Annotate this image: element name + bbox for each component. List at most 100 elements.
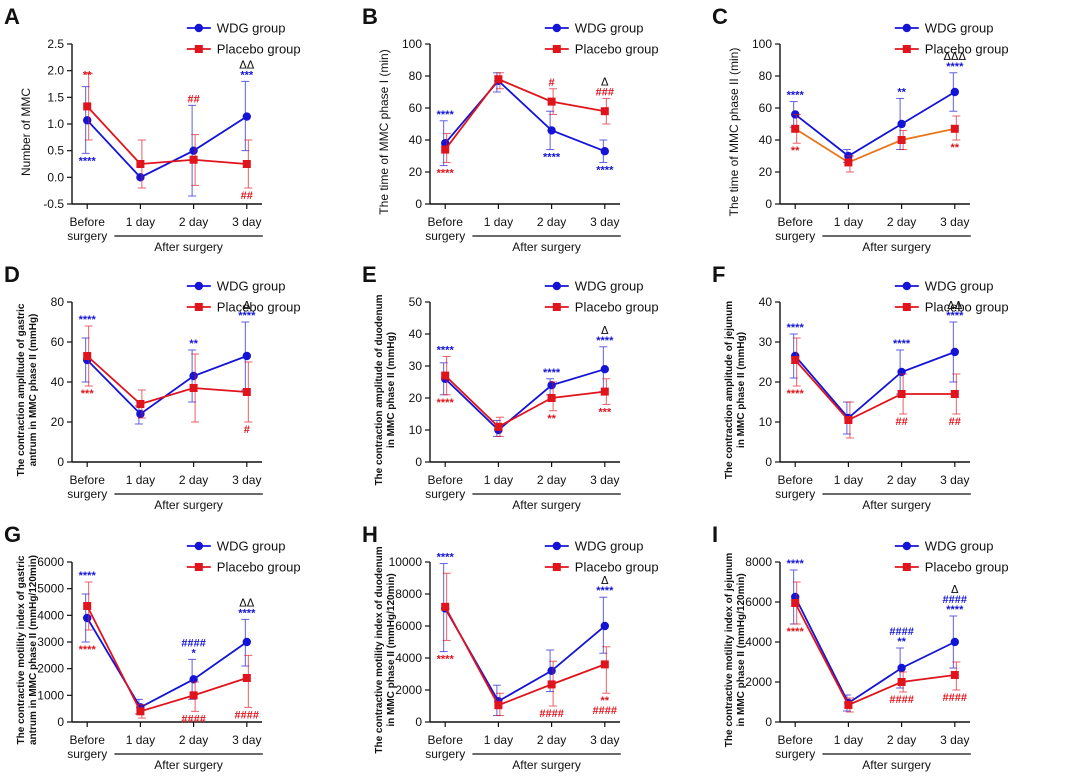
group-label: After surgery [862, 498, 931, 512]
data-point-placebo [844, 158, 853, 167]
y-tick-label: 2.5 [47, 37, 64, 51]
data-point-placebo [547, 97, 556, 106]
significance-label: **** [596, 164, 614, 176]
y-tick-label: 0 [57, 715, 64, 729]
data-point-placebo [441, 145, 450, 154]
legend-marker-circle [902, 541, 911, 551]
data-point-placebo [441, 602, 450, 611]
significance-label: Δ [951, 583, 959, 596]
significance-label: **** [596, 335, 614, 347]
significance-label: ** [189, 338, 198, 350]
significance-label: * [191, 647, 196, 659]
significance-label: **** [79, 644, 97, 656]
series-line [86, 617, 248, 709]
legend-label: WDG group [217, 279, 286, 294]
significance-label: #### [889, 626, 913, 638]
x-tick-label: 1 day [126, 473, 155, 487]
group-label: After surgery [154, 240, 223, 254]
significance-label: **** [543, 152, 561, 164]
series-placebo [441, 355, 611, 437]
significance-label: **** [437, 344, 455, 356]
y-tick-label: 0 [415, 715, 422, 729]
series-line [794, 596, 956, 705]
legend-marker-circle [902, 23, 911, 33]
y-tick-label: 1.5 [47, 90, 64, 104]
significance-label: #### [943, 692, 967, 704]
legend: WDG group Placebo group [186, 279, 301, 315]
x-tick-label: Before surgery [425, 473, 465, 501]
data-point-placebo [136, 707, 145, 716]
legend-marker-circle [902, 281, 911, 291]
data-point-wdg [547, 126, 556, 135]
legend: WDG group Placebo group [544, 279, 659, 315]
data-point-placebo [791, 124, 800, 133]
x-tick-label: 2 day [887, 215, 916, 229]
data-point-wdg [189, 371, 198, 381]
x-tick-label: Before surgery [775, 215, 815, 243]
y-axis-label-line: The contractive motility index of gastri… [16, 555, 27, 744]
significance-label: ΔΔ [947, 299, 963, 312]
x-tick-label-line: 1 day [126, 473, 155, 487]
x-tick-label-line: 2 day [537, 215, 566, 229]
data-point-placebo [242, 388, 251, 396]
data-point-placebo [950, 671, 959, 679]
significance-label: **** [596, 585, 614, 597]
data-point-placebo [897, 390, 906, 398]
x-tick-label-line: surgery [425, 229, 465, 243]
significance-label: Δ [601, 324, 609, 337]
x-tick-label-line: surgery [67, 747, 107, 761]
y-tick-label: 10 [759, 415, 773, 429]
x-tick-label-line: 1 day [484, 473, 513, 487]
y-axis-label: The contractive motility index of gastri… [16, 555, 39, 745]
y-tick-label: 2000 [395, 683, 422, 697]
significance-label: **** [893, 338, 911, 350]
significance-label: Δ [243, 299, 251, 312]
series-line [794, 91, 956, 158]
data-point-placebo [791, 599, 800, 607]
series-line [86, 355, 248, 416]
x-tick-label: 3 day [940, 473, 969, 487]
x-tick-label: 3 day [940, 215, 969, 229]
x-tick-label-line: 2 day [537, 473, 566, 487]
y-tick-label: 2.0 [47, 64, 64, 78]
x-tick-label: 2 day [887, 473, 916, 487]
data-point-placebo [494, 75, 503, 84]
error-bar [602, 646, 611, 694]
legend-label: Placebo group [217, 300, 301, 315]
series-line [86, 105, 247, 165]
x-tick-label-line: surgery [425, 487, 465, 501]
x-tick-label-line: 3 day [590, 215, 619, 229]
data-point-wdg [950, 87, 959, 97]
x-tick-label-line: surgery [67, 487, 107, 501]
significance-label: **** [79, 570, 97, 582]
series-line [444, 79, 606, 153]
significance-label: ## [241, 190, 253, 202]
x-tick-label: 1 day [126, 215, 155, 229]
legend-label: Placebo group [217, 560, 301, 575]
series-line [794, 602, 955, 707]
y-axis-label: The contraction amplitude of jejunumin M… [724, 301, 747, 479]
data-point-placebo [189, 384, 198, 392]
significance-label: Δ [601, 574, 609, 587]
y-tick-label: 40 [759, 295, 773, 309]
y-axis-label-line: in MMC phase II (mmHg) [386, 332, 397, 448]
x-tick-label-line: Before [778, 733, 814, 747]
data-point-placebo [136, 400, 145, 408]
panel-letter: F [712, 262, 725, 287]
legend-marker-circle [552, 281, 561, 291]
x-tick-label-line: 3 day [232, 473, 261, 487]
significance-label: **** [787, 558, 805, 570]
legend-label: WDG group [217, 539, 286, 554]
y-axis-label: The contraction amplitude of duodenumin … [374, 294, 397, 485]
significance-label: ΔΔ [239, 596, 255, 609]
panel-letter: C [712, 4, 728, 29]
data-point-wdg [547, 666, 556, 675]
significance-label: **** [946, 310, 964, 322]
x-tick-label-line: 3 day [940, 733, 969, 747]
y-axis-label: The time of MMC phase I (min) [377, 49, 391, 214]
data-point-wdg [950, 347, 959, 357]
series-line [86, 355, 247, 406]
data-point-placebo [547, 394, 556, 402]
significance-label: **** [437, 552, 455, 564]
